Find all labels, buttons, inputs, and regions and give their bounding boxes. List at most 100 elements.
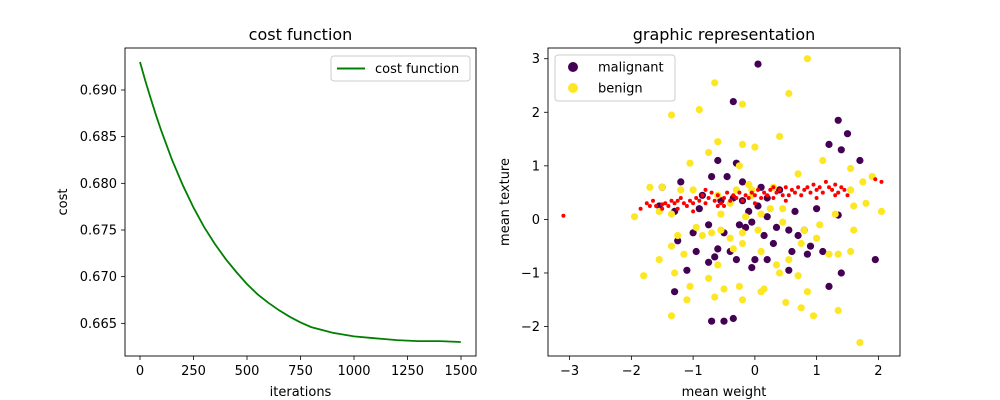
- benign-point: [683, 296, 691, 304]
- benign-point: [738, 229, 747, 237]
- malignant-point: [720, 317, 728, 325]
- prediction-point: [759, 196, 764, 200]
- malignant-point: [735, 221, 744, 229]
- malignant-point: [729, 98, 737, 106]
- cost-x-tick-label: 250: [181, 364, 206, 379]
- prediction-point: [715, 193, 720, 198]
- malignant-point: [837, 269, 845, 277]
- prediction-point: [756, 187, 760, 192]
- prediction-point: [678, 196, 683, 200]
- benign-point: [803, 288, 812, 296]
- scatter-y-tick-label: 3: [532, 52, 540, 67]
- prediction-point: [771, 185, 776, 190]
- malignant-point: [705, 221, 713, 229]
- malignant-point: [683, 266, 691, 274]
- benign-point: [695, 106, 703, 114]
- prediction-point: [762, 190, 767, 195]
- malignant-point: [751, 256, 759, 264]
- prediction-point: [700, 193, 705, 198]
- benign-point: [671, 269, 679, 277]
- prediction-point: [728, 198, 733, 203]
- cost-series-group: [139, 61, 461, 343]
- scatter-x-tick-label: −1: [684, 364, 703, 379]
- prediction-point: [833, 182, 838, 187]
- benign-point: [705, 274, 713, 282]
- prediction-point: [771, 196, 776, 200]
- benign-point: [742, 213, 750, 221]
- prediction-point: [796, 185, 801, 190]
- prediction-point: [799, 193, 804, 198]
- prediction-point: [786, 193, 791, 198]
- prediction-point: [691, 201, 696, 206]
- malignant-point: [834, 116, 842, 124]
- scatter-legend: malignant benign: [554, 54, 676, 102]
- cost-y-tick-label: 0.670: [80, 270, 117, 285]
- benign-point: [711, 293, 719, 301]
- prediction-point: [718, 201, 723, 206]
- benign-point: [729, 245, 737, 253]
- cost-x-tick-label: 500: [235, 364, 260, 379]
- malignant-point: [794, 231, 802, 240]
- benign-point: [667, 242, 676, 250]
- benign-point: [856, 339, 864, 347]
- cost-legend-box: [330, 55, 471, 82]
- cost-x-tick-label: 0: [136, 364, 144, 379]
- malignant-point: [763, 213, 771, 221]
- benign-point: [640, 272, 648, 280]
- prediction-point: [740, 198, 745, 203]
- malignant-point: [791, 207, 799, 215]
- benign-point: [738, 100, 747, 108]
- prediction-point: [709, 190, 714, 195]
- prediction-point: [691, 209, 696, 214]
- benign-point: [646, 183, 654, 191]
- malignant-point: [695, 205, 703, 213]
- prediction-point: [780, 193, 785, 198]
- malignant-point: [711, 253, 719, 261]
- cost-y-tick-label: 0.675: [80, 224, 117, 239]
- cost-x-tick-label: 750: [288, 364, 313, 379]
- benign-point: [782, 298, 790, 306]
- prediction-point: [820, 190, 825, 195]
- benign-point: [745, 181, 753, 189]
- prediction-point: [715, 204, 720, 208]
- benign-point: [797, 239, 805, 248]
- malignant-point: [708, 317, 716, 325]
- prediction-point: [672, 201, 677, 206]
- malignant-point: [813, 205, 821, 213]
- scatter-y-tick-label: −1: [521, 266, 540, 281]
- prediction-point: [774, 190, 779, 195]
- malignant-point: [705, 258, 713, 266]
- benign-point: [847, 186, 855, 194]
- benign-point: [735, 162, 744, 170]
- prediction-point: [777, 187, 782, 192]
- scatter-x-tick-label: 1: [812, 364, 820, 379]
- benign-point: [735, 282, 744, 290]
- benign-point: [674, 231, 682, 240]
- malignant-point: [871, 256, 879, 264]
- prediction-point: [836, 190, 841, 195]
- prediction-point: [675, 206, 680, 211]
- prediction-point: [802, 187, 807, 192]
- prediction-point: [725, 190, 730, 195]
- prediction-point: [666, 204, 671, 208]
- malignant-point: [785, 226, 793, 234]
- benign-point: [760, 285, 768, 293]
- prediction-point: [660, 206, 665, 211]
- malignant-point: [674, 237, 682, 245]
- cost-legend-label: cost function: [375, 62, 459, 77]
- prediction-point: [722, 204, 726, 208]
- cost-ticks: 0 250 500 750 1000 1250 1500 0.665 0.670 0.675 0.6…: [80, 84, 478, 380]
- prediction-point: [873, 177, 878, 182]
- prediction-point: [561, 213, 566, 218]
- benign-point: [630, 213, 639, 221]
- legend-benign-label: benign: [598, 82, 643, 97]
- benign-point: [726, 234, 734, 242]
- benign-point: [803, 55, 812, 63]
- cost-x-tick-label: 1500: [444, 364, 477, 379]
- malignant-point: [763, 256, 771, 264]
- scatter-points-group: [561, 55, 886, 347]
- cost-y-tick-label: 0.665: [80, 317, 117, 332]
- malignant-point: [803, 250, 812, 258]
- malignant-point: [819, 247, 827, 256]
